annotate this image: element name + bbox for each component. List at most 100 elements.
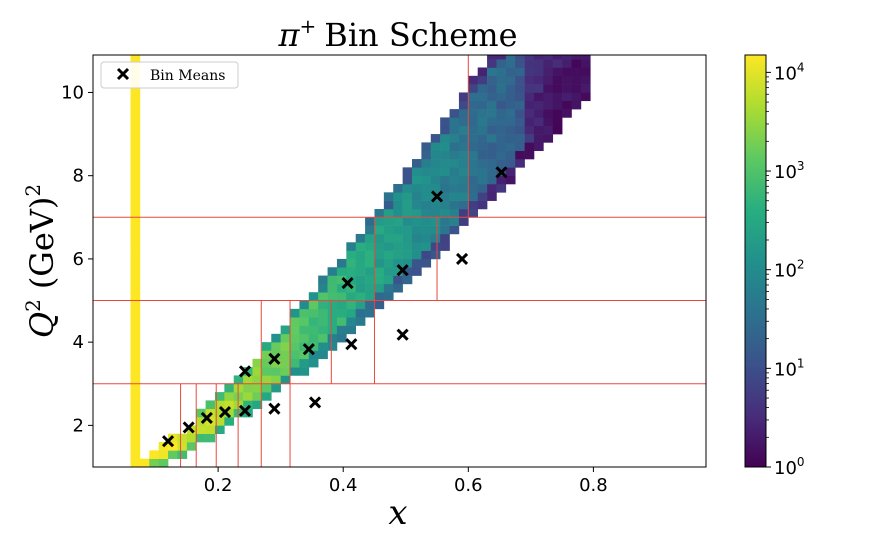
heatmap-cell <box>458 134 469 143</box>
heatmap-cell <box>336 292 347 301</box>
heatmap-cell <box>374 217 385 226</box>
heatmap-cell <box>243 392 253 401</box>
heatmap-cell <box>571 92 582 102</box>
heatmap-cell <box>533 55 544 60</box>
chart-title: π+ Bin Scheme <box>278 14 518 54</box>
heatmap-cell <box>468 117 478 127</box>
heatmap-cell <box>346 300 357 310</box>
heatmap-cell <box>130 317 141 326</box>
heatmap-cell <box>412 175 422 185</box>
heatmap-cell <box>496 134 507 143</box>
heatmap-cell <box>205 425 216 434</box>
y-label-rest: (GeV) <box>23 197 61 290</box>
heatmap-cell <box>318 283 328 293</box>
heatmap-cell <box>487 117 497 127</box>
heatmap-cell <box>318 292 328 301</box>
x-tick-label: 0.8 <box>579 475 608 496</box>
heatmap-cell <box>336 283 347 293</box>
heatmap-cell <box>440 159 450 168</box>
heatmap-cell <box>552 100 563 110</box>
heatmap-cell <box>130 55 141 60</box>
heatmap-cell <box>524 125 535 135</box>
heatmap-cell <box>393 208 403 218</box>
heatmap-cell <box>487 84 497 93</box>
heatmap-cell <box>412 242 422 251</box>
heatmap-cell <box>327 333 338 343</box>
heatmap-cell <box>421 184 432 193</box>
heatmap-cell <box>440 208 450 218</box>
heatmap-cell <box>440 175 450 185</box>
heatmap-cell <box>505 117 516 127</box>
heatmap-cell <box>552 59 563 68</box>
heatmap-cell <box>487 142 497 152</box>
heatmap-cell <box>477 200 488 210</box>
heatmap-cell <box>477 142 488 152</box>
heatmap-cell <box>130 100 141 110</box>
y-tick-label: 10 <box>61 82 84 103</box>
heatmap-cell <box>487 109 497 118</box>
heatmap-cell <box>402 208 413 218</box>
heatmap-cell <box>468 159 478 168</box>
heatmap-cell <box>524 92 535 102</box>
heatmap-cell <box>505 55 516 60</box>
heatmap-cell <box>449 217 460 226</box>
heatmap-cell <box>421 167 432 176</box>
heatmap-cell <box>412 184 422 193</box>
heatmap-cell <box>533 84 544 93</box>
heatmap-cell <box>383 208 394 218</box>
bin-mean-marker <box>308 396 322 409</box>
heatmap-cell <box>515 84 525 93</box>
bin-mean-marker <box>396 328 409 341</box>
heatmap-cell <box>299 333 310 343</box>
heatmap-cell <box>421 217 432 226</box>
heatmap-cell <box>505 142 516 152</box>
title-rest: Bin Scheme <box>324 16 517 54</box>
y-label-rest-sup: 2 <box>21 184 45 197</box>
heatmap-cell <box>327 308 338 318</box>
heatmap-cell <box>412 267 422 276</box>
heatmap-cell <box>496 125 507 135</box>
heatmap-cell <box>477 92 488 102</box>
heatmap-cell <box>421 142 432 152</box>
heatmap-cell <box>562 109 572 118</box>
heatmap-cell <box>505 75 516 85</box>
heatmap-cell <box>130 184 141 193</box>
heatmap-cell <box>449 134 460 143</box>
heatmap-cell <box>365 283 375 293</box>
heatmap-cell <box>130 275 141 285</box>
heatmap-cell <box>252 400 263 410</box>
heatmap-cell <box>421 250 432 260</box>
heatmap-cell <box>280 333 291 343</box>
colorbar-tick-label: 102 <box>774 258 805 282</box>
heatmap-cell <box>524 75 535 85</box>
heatmap-cell <box>261 392 272 401</box>
heatmap-cell <box>477 159 488 168</box>
heatmap-cell <box>130 417 141 426</box>
heatmap-cell <box>374 267 385 276</box>
heatmap-cell <box>374 292 385 301</box>
heatmap-cell <box>365 250 375 260</box>
heatmap-cell <box>552 125 563 135</box>
heatmap-cell <box>130 300 141 310</box>
heatmap-cell <box>449 200 460 210</box>
heatmap-cell <box>393 283 403 293</box>
heatmap-cell <box>393 225 403 235</box>
legend-label: Bin Means <box>150 68 225 84</box>
heatmap-cell <box>402 275 413 285</box>
heatmap-cell <box>393 233 403 243</box>
bin-mean-marker <box>182 421 195 434</box>
heatmap-cell <box>196 417 206 426</box>
heatmap-cell <box>524 150 535 160</box>
heatmap-cell <box>130 175 141 185</box>
heatmap-cell <box>336 325 347 335</box>
heatmap-cell <box>477 167 488 176</box>
heatmap-cell <box>515 125 525 135</box>
heatmap-cell <box>130 425 141 434</box>
heatmap-cell <box>505 150 516 160</box>
heatmap-cell <box>552 84 563 93</box>
heatmap-cell <box>224 383 235 393</box>
colorbar-tick-label: 103 <box>774 159 805 183</box>
heatmap-cell <box>496 55 507 60</box>
y-tick-label: 8 <box>73 166 84 187</box>
heatmap-cell <box>487 92 497 102</box>
